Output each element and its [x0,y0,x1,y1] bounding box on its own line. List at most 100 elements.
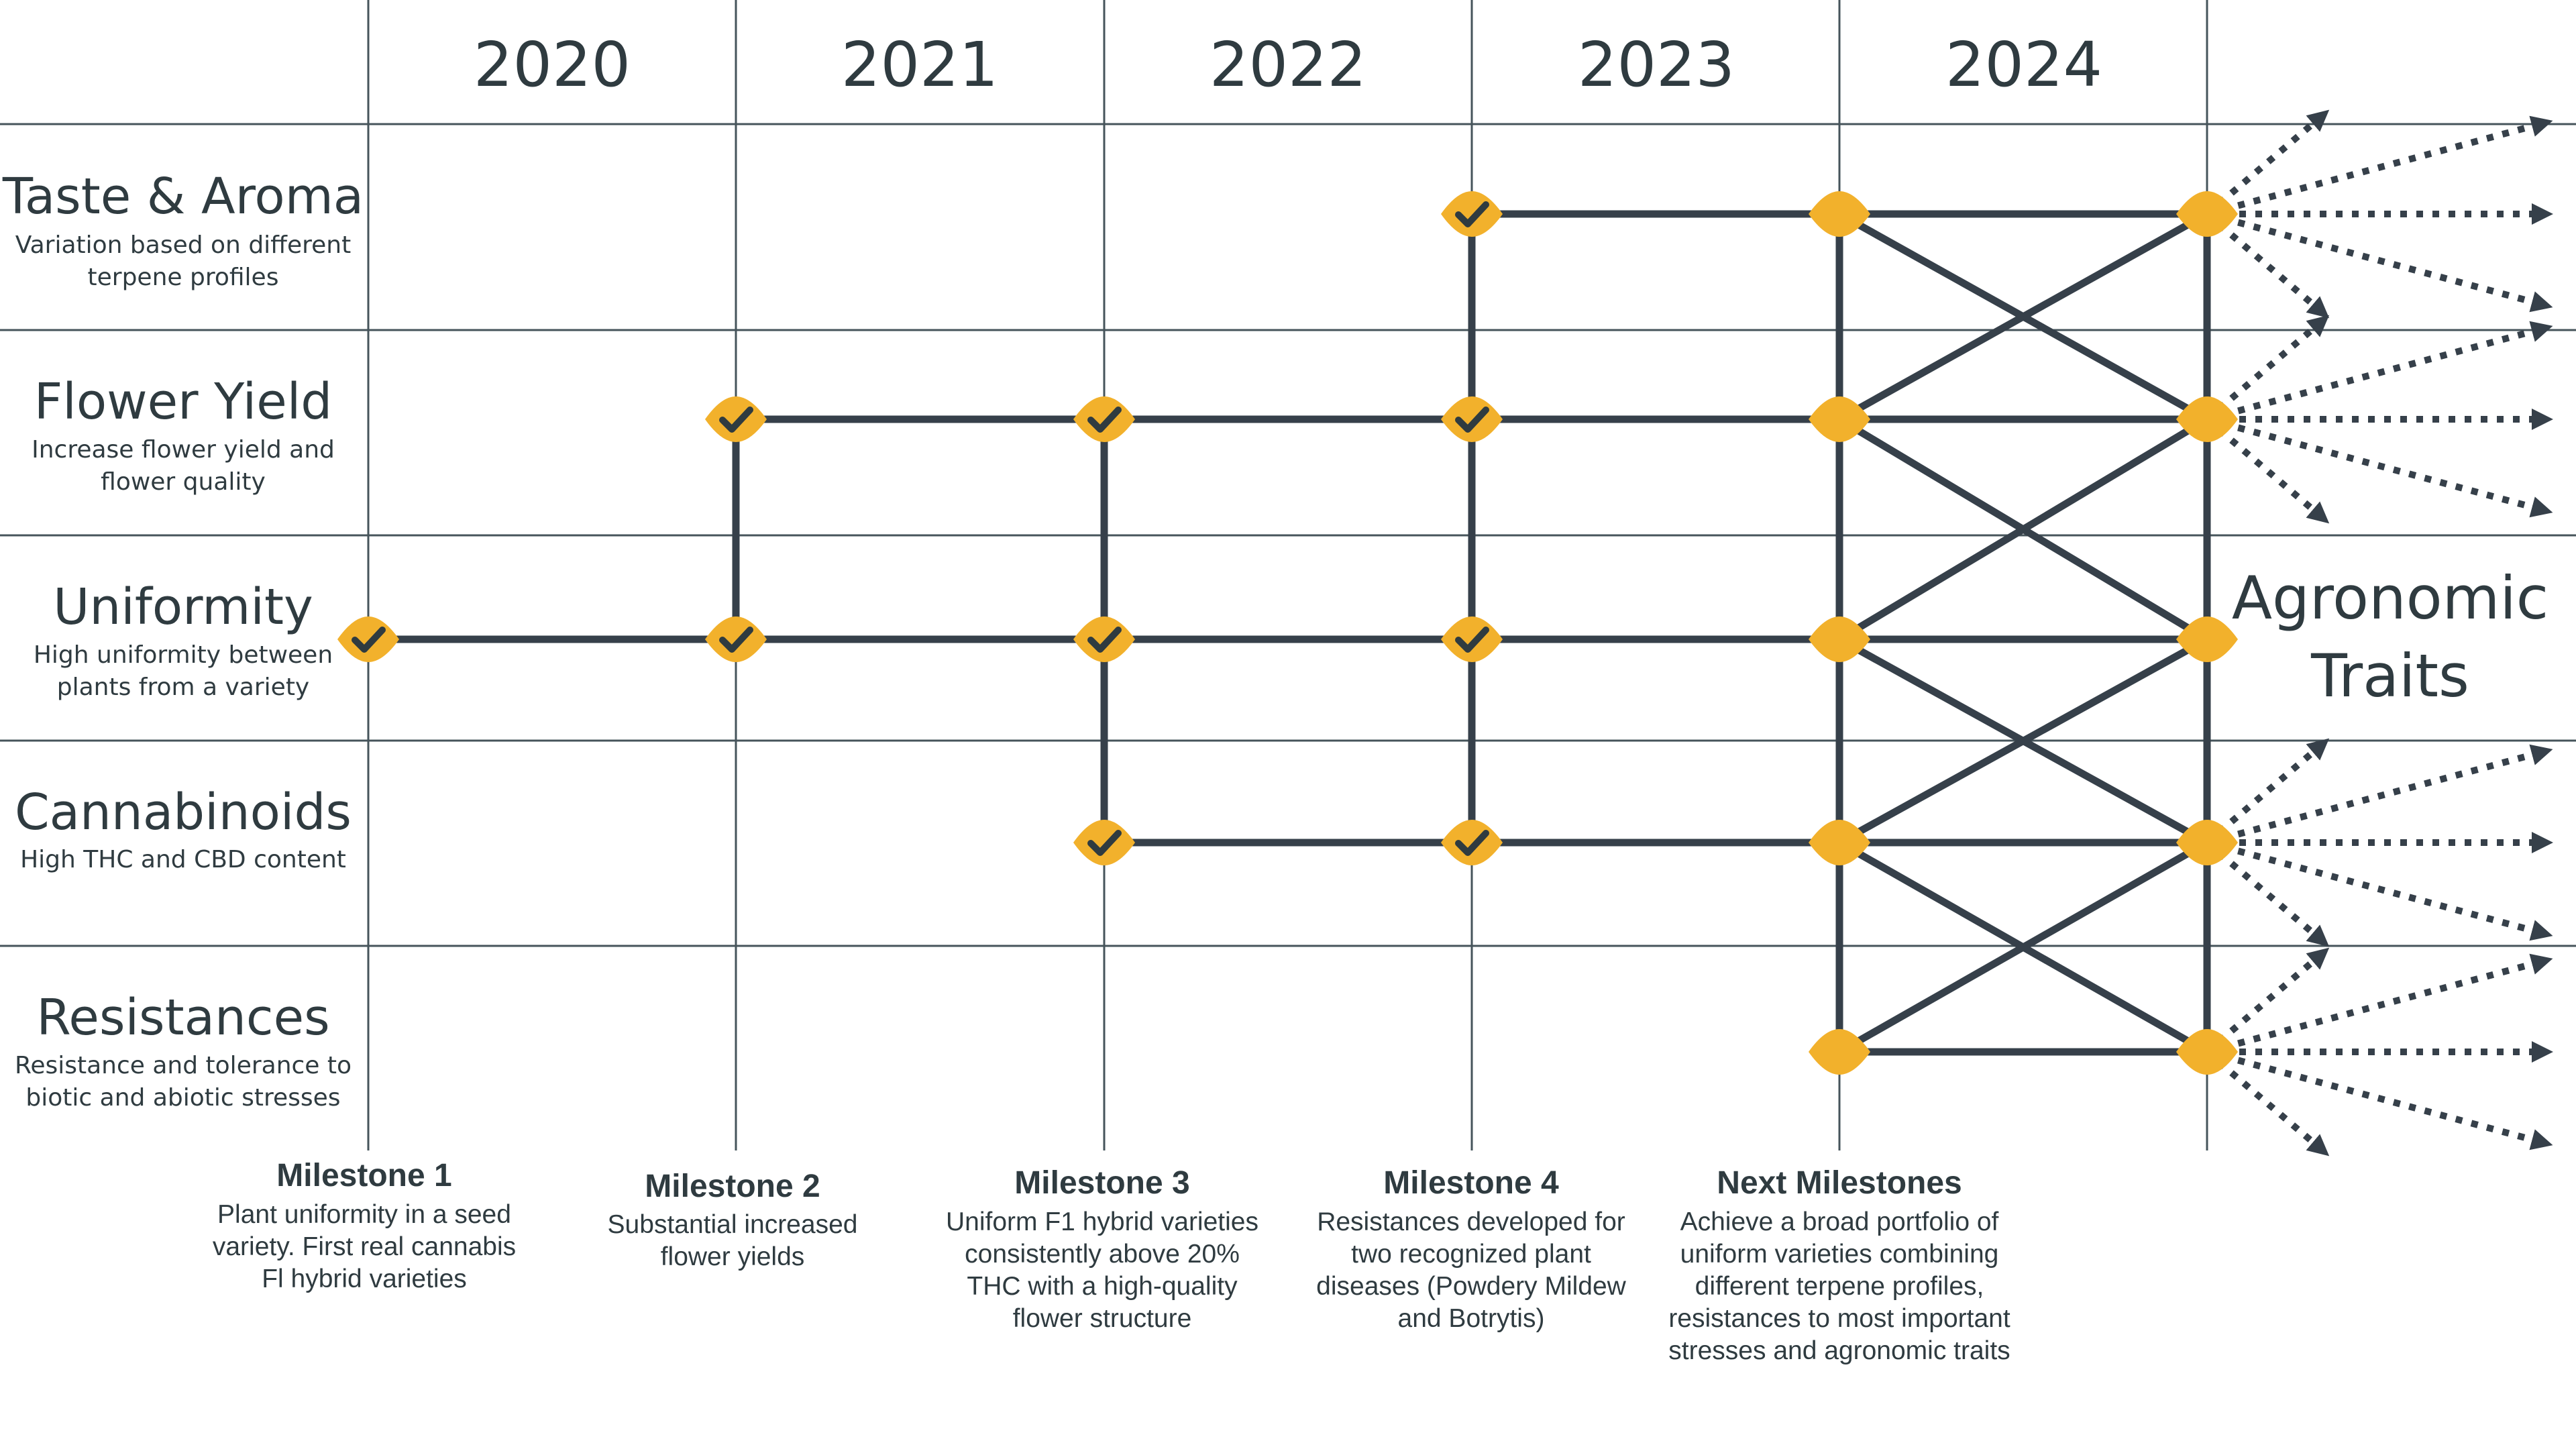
checkmark-icon [1455,407,1489,433]
agronomic-traits-label: Agronomic Traits [2232,564,2548,710]
milestone-diamond [337,616,399,662]
future-milestone-node [2176,191,2238,237]
connection-line [1835,839,2211,1056]
milestone-description: Substantial increased [608,1210,858,1239]
milestone-diamond [1809,1029,1870,1075]
milestone-description: Achieve a broad portfolio of [1680,1208,1999,1236]
milestone-description: THC with a high-quality [967,1272,1238,1301]
future-milestone-node [1809,1029,1870,1075]
achieved-milestone-node [337,616,399,662]
milestone-title: Milestone 2 [645,1169,820,1204]
year-label: 2024 [1945,29,2102,101]
future-milestone-node [1809,396,1870,442]
milestone-diamond [2176,820,2238,865]
milestone-diamond [705,616,767,662]
milestone-connections [364,210,2211,1056]
row-subtitle: plants from a variety [57,674,310,701]
row-subtitle: Variation based on different [15,231,351,259]
milestone-nodes [337,191,2238,1075]
row-title-flower-yield: Flower Yield [34,373,333,431]
milestone-diamond [1441,396,1503,442]
milestone-diamond [1441,191,1503,237]
milestone-diamond [1073,820,1135,865]
checkmark-icon [1087,627,1122,653]
agronomic-traits-line: Traits [2310,641,2469,710]
milestone-diamond [1073,616,1135,662]
row-title-taste-aroma: Taste & Aroma [2,168,364,225]
milestone-diamond [1441,820,1503,865]
milestone-diamond [1809,396,1870,442]
year-header: 2020 2021 2022 2023 2024 [474,29,2102,101]
achieved-milestone-node [1073,396,1135,442]
milestone-description: consistently above 20% [965,1240,1240,1269]
milestone-diamond [1441,616,1503,662]
connection-line [1835,415,2211,643]
milestone-description: diseases (Powdery Mildew [1316,1272,1627,1301]
achieved-milestone-node [705,396,767,442]
milestone-description: and Botrytis) [1398,1304,1545,1333]
row-subtitle: terpene profiles [88,264,279,291]
achieved-milestone-node [1441,396,1503,442]
milestone-description: Fl hybrid varieties [262,1265,467,1293]
checkmark-icon [719,627,753,653]
timeline-grid [0,0,2576,1150]
checkmark-icon [1087,407,1122,433]
future-arrows [2204,109,2554,1157]
milestone-description: Resistances developed for [1317,1208,1625,1236]
milestone-diamond [2176,191,2238,237]
row-subtitle: Resistance and tolerance to [15,1052,352,1079]
achieved-milestone-node [1441,191,1503,237]
checkmark-icon [719,407,753,433]
connection-line [1835,210,2211,423]
milestone-diamond [1809,820,1870,865]
future-milestone-node [2176,820,2238,865]
achieved-milestone-node [1441,820,1503,865]
checkmark-icon [1455,201,1489,227]
achieved-milestone-node [1073,616,1135,662]
milestone-diamond [705,396,767,442]
milestone-description: different terpene profiles, [1695,1272,1984,1301]
future-milestone-node [2176,1029,2238,1075]
checkmark-icon [1455,830,1489,856]
future-milestone-node [1809,191,1870,237]
row-title-cannabinoids: Cannabinoids [15,784,352,841]
future-milestone-node [2176,396,2238,442]
milestone-diamond [1073,396,1135,442]
milestone-description: resistances to most important [1668,1304,2010,1333]
milestone-diamond [2176,616,2238,662]
milestone-description: flower structure [1013,1304,1192,1333]
row-subtitle: High THC and CBD content [20,846,346,873]
future-milestone-node [2176,616,2238,662]
connection-line [1835,635,2211,847]
checkmark-icon [1087,830,1122,856]
milestone-description: Uniform F1 hybrid varieties [946,1208,1258,1236]
row-subtitle: High uniformity between [34,641,333,669]
milestone-description: stresses and agronomic traits [1668,1336,2010,1365]
milestone-descriptions: Milestone 1 Plant uniformity in a seed v… [213,1158,2010,1365]
agronomic-traits-line: Agronomic [2232,564,2548,633]
milestone-diamond [1809,616,1870,662]
milestone-title: Milestone 3 [1014,1165,1189,1201]
row-title-uniformity: Uniformity [53,578,313,636]
year-label: 2020 [474,29,631,101]
milestone-description: two recognized plant [1351,1240,1591,1269]
milestone-description: flower yields [661,1242,805,1271]
milestone-description: Plant uniformity in a seed [217,1200,511,1229]
year-label: 2023 [1578,29,1735,101]
achieved-milestone-node [1073,820,1135,865]
milestone-diamond [2176,1029,2238,1075]
future-milestone-node [1809,820,1870,865]
milestone-title: Milestone 4 [1383,1165,1559,1201]
achieved-milestone-node [1441,616,1503,662]
milestone-diamond [1809,191,1870,237]
milestone-diamond [2176,396,2238,442]
row-subtitle: Increase flower yield and [32,436,335,464]
row-subtitle: flower quality [101,468,266,496]
checkmark-icon [1455,627,1489,653]
milestone-description: variety. First real cannabis [213,1232,516,1261]
future-milestone-node [1809,616,1870,662]
milestone-title: Next Milestones [1717,1165,1962,1201]
milestone-description: uniform varieties combining [1680,1240,1999,1269]
milestone-title: Milestone 1 [276,1158,451,1193]
